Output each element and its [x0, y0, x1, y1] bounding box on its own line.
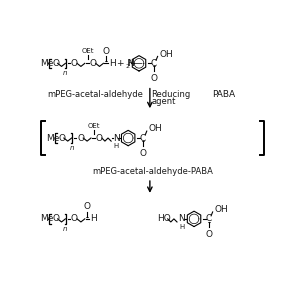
Text: OH: OH	[214, 205, 228, 214]
Text: N: N	[178, 214, 185, 224]
Text: C: C	[206, 214, 212, 224]
Text: agent: agent	[152, 97, 176, 106]
Text: n: n	[69, 145, 74, 151]
Text: HO: HO	[158, 214, 171, 224]
Text: Me: Me	[46, 133, 59, 143]
Text: N: N	[113, 133, 119, 143]
Text: H: H	[113, 143, 118, 149]
Text: O: O	[52, 59, 59, 68]
Text: Reducing: Reducing	[152, 90, 191, 99]
Text: H: H	[179, 224, 184, 230]
Text: n: n	[63, 70, 68, 76]
Text: O: O	[140, 149, 146, 158]
Text: O: O	[52, 214, 59, 224]
Text: mPEG-acetal-aldehyde-PABA: mPEG-acetal-aldehyde-PABA	[92, 166, 213, 176]
Text: H: H	[109, 59, 116, 68]
Text: + H: + H	[116, 59, 134, 68]
Text: C: C	[140, 133, 146, 143]
Text: O: O	[58, 133, 65, 143]
Text: Me: Me	[40, 214, 53, 224]
Text: O: O	[150, 74, 157, 83]
Text: OH: OH	[148, 124, 162, 133]
Text: 2: 2	[125, 64, 129, 69]
Text: O: O	[102, 47, 109, 56]
Text: PABA: PABA	[212, 89, 235, 99]
Text: O: O	[71, 59, 78, 68]
Text: O: O	[84, 202, 91, 211]
Text: n: n	[63, 226, 68, 232]
Text: O: O	[77, 133, 84, 143]
Text: mPEG-acetal-aldehyde: mPEG-acetal-aldehyde	[48, 89, 144, 99]
Text: N—: N—	[128, 59, 143, 68]
Text: C: C	[151, 59, 157, 68]
Text: OEt: OEt	[88, 123, 100, 129]
Text: H: H	[90, 214, 97, 224]
Text: O: O	[205, 230, 212, 239]
Text: O: O	[89, 59, 96, 68]
Text: OH: OH	[159, 50, 173, 59]
Text: Me: Me	[40, 59, 53, 68]
Text: O: O	[96, 133, 103, 143]
Text: O: O	[71, 214, 78, 224]
Text: OEt: OEt	[82, 48, 94, 54]
